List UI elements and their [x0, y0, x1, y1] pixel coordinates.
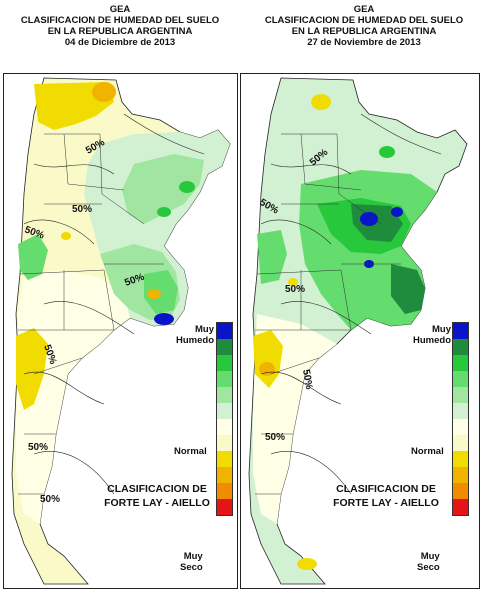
legend-swatch-8 — [453, 435, 468, 451]
legend-swatch-9 — [453, 451, 468, 467]
left-map-panel: 50% 50% 50% 50% 50% 50% 50% CLASIFICACIO… — [3, 73, 238, 589]
dry-spot-patagonia-2 — [259, 362, 275, 376]
right-date: 27 de Noviembre de 2013 — [307, 37, 421, 48]
province-boundaries — [255, 133, 401, 495]
humid-spot-ne — [379, 146, 395, 158]
left-map-header: GEA CLASIFICACION DE HUMEDAD DEL SUELO E… — [0, 4, 240, 48]
legend-swatch-12 — [453, 499, 468, 515]
humid-zone-center-strong — [144, 270, 178, 314]
legend-swatch-10 — [217, 467, 232, 483]
left-method-line2: FORTE LAY - AIELLO — [104, 497, 210, 509]
contour-label-7: 50% — [40, 494, 60, 505]
humid-zone-se — [391, 264, 425, 314]
legend-swatch-7 — [217, 419, 232, 435]
right-map-header: GEA CLASIFICACION DE HUMEDAD DEL SUELO E… — [244, 4, 484, 48]
legend-swatch-6 — [453, 403, 468, 419]
right-map-panel: 50% 50% 50% 50% 50% CLASIFICACION DE FOR… — [240, 73, 480, 589]
left-soil-moisture-map: 50% 50% 50% 50% 50% 50% 50% — [11, 77, 231, 585]
very-humid-spot-1 — [360, 212, 378, 226]
left-method-label: CLASIFICACION DE FORTE LAY - AIELLO — [82, 482, 232, 510]
right-method-line1: CLASIFICACION DE — [336, 483, 436, 495]
left-org: GEA — [109, 4, 131, 15]
humid-spot-ne — [179, 181, 195, 193]
very-humid-spot-2 — [391, 207, 403, 217]
dry-zone-patagonia — [253, 330, 283, 388]
legend-swatch-1 — [217, 323, 232, 339]
humid-zone-west — [18, 234, 48, 280]
dry-spot-nw — [311, 94, 331, 110]
contour-label-4: 50% — [300, 369, 314, 391]
legend-swatch-2 — [453, 339, 468, 355]
right-org: GEA — [353, 4, 375, 15]
legend-swatch-12 — [217, 499, 232, 515]
right-legend-top-label: Muy Humedo — [413, 324, 451, 346]
right-method-line2: FORTE LAY - AIELLO — [333, 497, 439, 509]
dry-spot-center — [61, 232, 71, 240]
left-title-line2: EN LA REPUBLICA ARGENTINA — [47, 26, 193, 37]
legend-swatch-9 — [217, 451, 232, 467]
contour-label-5: 50% — [265, 432, 285, 443]
legend-swatch-7 — [453, 419, 468, 435]
dry-spot-south — [147, 289, 161, 299]
legend-swatch-6 — [217, 403, 232, 419]
right-legend-bottom-label: Muy Seco — [417, 551, 440, 573]
legend-swatch-4 — [217, 371, 232, 387]
normal-zone — [16, 270, 130, 524]
legend-swatch-10 — [453, 467, 468, 483]
legend-swatch-3 — [453, 355, 468, 371]
humid-zone-ne-medium — [122, 154, 204, 224]
contour-label-3: 50% — [285, 284, 305, 295]
legend-swatch-5 — [217, 387, 232, 403]
right-legend-colorbar — [452, 322, 469, 516]
left-legend-normal-label: Normal — [174, 446, 207, 457]
contour-label-2: 50% — [72, 204, 92, 215]
legend-swatch-8 — [217, 435, 232, 451]
humid-spot-2 — [157, 207, 171, 217]
right-method-label: CLASIFICACION DE FORTE LAY - AIELLO — [311, 482, 461, 510]
very-humid-spot — [154, 313, 174, 325]
right-title-line2: EN LA REPUBLICA ARGENTINA — [291, 26, 437, 37]
right-soil-moisture-map: 50% 50% 50% 50% 50% — [248, 77, 468, 585]
province-boundaries — [18, 133, 164, 495]
legend-swatch-2 — [217, 339, 232, 355]
legend-swatch-1 — [453, 323, 468, 339]
dry-spot-nw — [92, 82, 116, 102]
legend-swatch-3 — [217, 355, 232, 371]
humid-zone-west — [257, 230, 287, 284]
isolines — [23, 113, 205, 495]
right-legend-normal-label: Normal — [411, 446, 444, 457]
dry-spot-center — [288, 278, 298, 286]
legend-swatch-11 — [217, 483, 232, 499]
legend-swatch-11 — [453, 483, 468, 499]
legend-swatch-5 — [453, 387, 468, 403]
right-title-line1: CLASIFICACION DE HUMEDAD DEL SUELO — [264, 15, 464, 26]
left-legend-top-label: Muy Humedo — [176, 324, 214, 346]
contour-label-6: 50% — [28, 442, 48, 453]
isolines — [260, 113, 442, 495]
left-legend-colorbar — [216, 322, 233, 516]
legend-swatch-4 — [453, 371, 468, 387]
left-method-line1: CLASIFICACION DE — [107, 483, 207, 495]
dry-zone-patagonia — [16, 328, 48, 410]
left-legend-bottom-label: Muy Seco — [180, 551, 203, 573]
left-title-line1: CLASIFICACION DE HUMEDAD DEL SUELO — [20, 15, 220, 26]
left-date: 04 de Diciembre de 2013 — [64, 37, 176, 48]
dry-spot-south — [297, 558, 317, 570]
